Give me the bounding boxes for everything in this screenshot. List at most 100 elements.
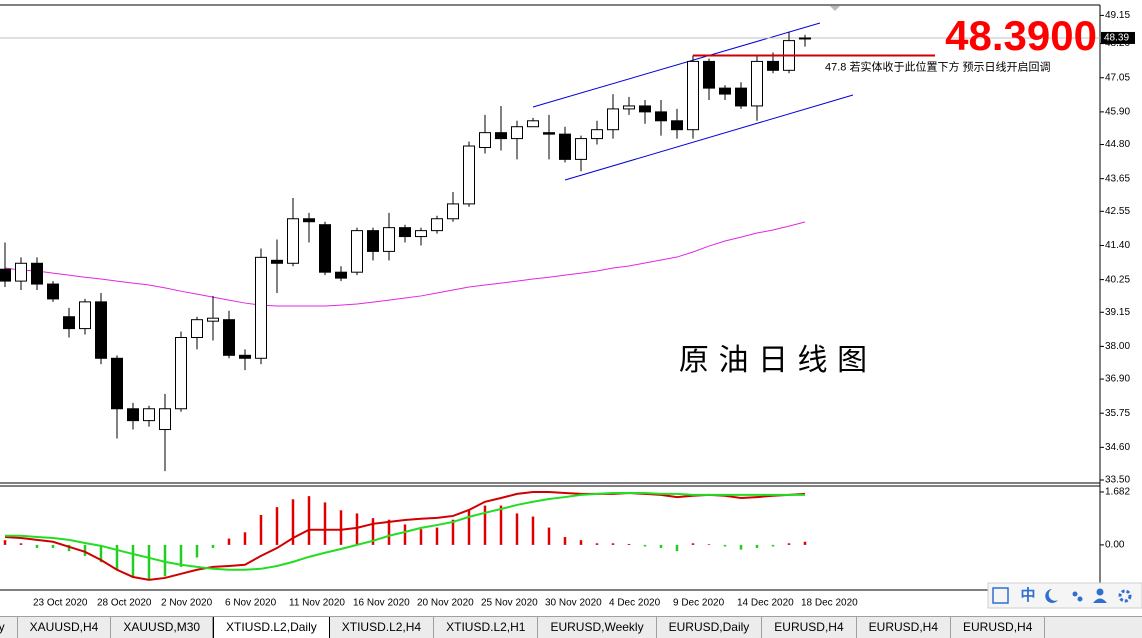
toolbar-bg (987, 582, 1142, 609)
candle-body (511, 126, 523, 140)
candle-body (367, 230, 379, 252)
tab[interactable]: EURUSD,H4 (857, 617, 952, 638)
icon[interactable] (992, 587, 1009, 604)
candle-body (79, 301, 91, 330)
candle-body (319, 224, 331, 273)
candle-body (159, 408, 171, 431)
candle-body (495, 132, 507, 140)
candle-body (271, 259, 283, 264)
moving-average (4, 221, 806, 307)
last-price: 48.3900 (945, 12, 1097, 59)
icon[interactable] (1093, 598, 1107, 604)
candle-body (687, 60, 699, 131)
y-tick-label: 33.50 (1105, 475, 1130, 486)
candle-body (47, 283, 59, 300)
y-tick-label: 0.00 (1105, 540, 1125, 551)
x-tick-label: 30 Nov 2020 (545, 598, 602, 609)
tab[interactable]: EURUSD,H4 (762, 617, 857, 638)
tab[interactable]: XTIUSD.L2,H1 (434, 617, 539, 638)
y-tick-label: 42.55 (1105, 206, 1130, 217)
candle-body (335, 271, 347, 279)
y-tick-label: 34.60 (1105, 442, 1130, 453)
candle-body (575, 138, 587, 160)
x-tick-label: 16 Nov 2020 (353, 598, 410, 609)
y-tick-label: 35.75 (1105, 408, 1130, 419)
level-annotation: 47.8 若实体收于此位置下方 预示日线开启回调 (825, 59, 1051, 73)
candle-body (559, 133, 571, 160)
tab[interactable]: EURUSD,Daily (657, 617, 763, 638)
tab[interactable]: XAUUSD,M30 (111, 617, 214, 638)
y-tick-label: 45.90 (1105, 107, 1130, 118)
candle-body (655, 111, 667, 122)
ime-label[interactable]: 中 (1020, 586, 1035, 604)
icon[interactable] (1072, 591, 1078, 597)
indicator-line (5, 491, 805, 571)
candle-body (111, 357, 123, 410)
price-marker-label: 48.39 (1104, 33, 1129, 44)
candle-body (431, 218, 443, 232)
candle-body (223, 319, 235, 356)
candle-body (703, 60, 715, 89)
shift-marker (830, 6, 840, 11)
y-tick-label: 44.80 (1105, 139, 1130, 150)
candle-body (639, 105, 651, 113)
candle-body (735, 87, 747, 107)
y-tick-label: 1.682 (1105, 487, 1130, 498)
candle-body (799, 37, 811, 40)
x-tick-label: 20 Nov 2020 (417, 598, 474, 609)
icon[interactable] (1077, 596, 1083, 602)
candle-body (463, 145, 475, 205)
icon[interactable] (1096, 588, 1104, 596)
tab[interactable]: XAUUSD,H4 (18, 617, 112, 638)
candle-body (671, 120, 683, 131)
x-tick-label: 25 Nov 2020 (481, 598, 538, 609)
x-tick-label: 23 Oct 2020 (33, 598, 88, 609)
icon[interactable] (1045, 589, 1058, 603)
tab[interactable]: ly (0, 617, 18, 638)
x-tick-label: 14 Dec 2020 (737, 598, 794, 609)
candle-body (0, 268, 11, 282)
candle-body (191, 319, 203, 338)
y-tick-label: 49.15 (1105, 10, 1130, 21)
candle-body (751, 60, 763, 107)
channel-line (532, 22, 821, 108)
candle-body (239, 354, 251, 359)
candle-body (415, 230, 427, 238)
icon[interactable] (1118, 589, 1132, 603)
tab[interactable]: EURUSD,H4 (951, 617, 1046, 638)
chart: 原 油 日 线 图 33.50 34.60 35.75 36.90 38.00 39.15… (0, 4, 1142, 609)
tab-bar: lyXAUUSD,H4XAUUSD,M30XTIUSD.L2,DailyXTIU… (0, 616, 1142, 638)
y-tick-label: 41.40 (1105, 240, 1130, 251)
toolbar: 中 (987, 582, 1142, 609)
candle-body (255, 256, 267, 359)
candle-body (207, 317, 219, 322)
y-tick-label: 38.00 (1105, 341, 1130, 352)
y-tick-label: 40.25 (1105, 274, 1130, 285)
tab[interactable]: XTIUSD.L2,H4 (330, 617, 435, 638)
x-tick-label: 6 Nov 2020 (225, 598, 277, 609)
x-tick-label: 9 Dec 2020 (673, 598, 725, 609)
candle-body (383, 227, 395, 252)
candle-body (175, 337, 187, 410)
y-tick-label: 47.05 (1105, 72, 1130, 83)
tab[interactable]: XTIUSD.L2,Daily (213, 617, 330, 638)
candle-body (63, 316, 75, 330)
tab[interactable]: EURUSD,Weekly (538, 617, 657, 638)
channel-line (564, 94, 854, 181)
candle-body (15, 262, 27, 282)
candle-body (143, 408, 155, 422)
candle-body (447, 203, 459, 220)
price-marker-bg (1101, 31, 1135, 44)
candle-body (351, 230, 363, 273)
y-tick-label: 43.65 (1105, 173, 1130, 184)
indicator-line (4, 491, 806, 581)
y-tick-label: 36.90 (1105, 374, 1130, 385)
candle-body (399, 227, 411, 238)
candle-body (127, 408, 139, 422)
candle-body (623, 105, 635, 110)
candle-body (479, 132, 491, 148)
candle-body (287, 218, 299, 264)
x-tick-label: 11 Nov 2020 (289, 598, 345, 609)
x-tick-label: 2 Nov 2020 (161, 598, 213, 609)
x-tick-label: 4 Dec 2020 (609, 598, 661, 609)
